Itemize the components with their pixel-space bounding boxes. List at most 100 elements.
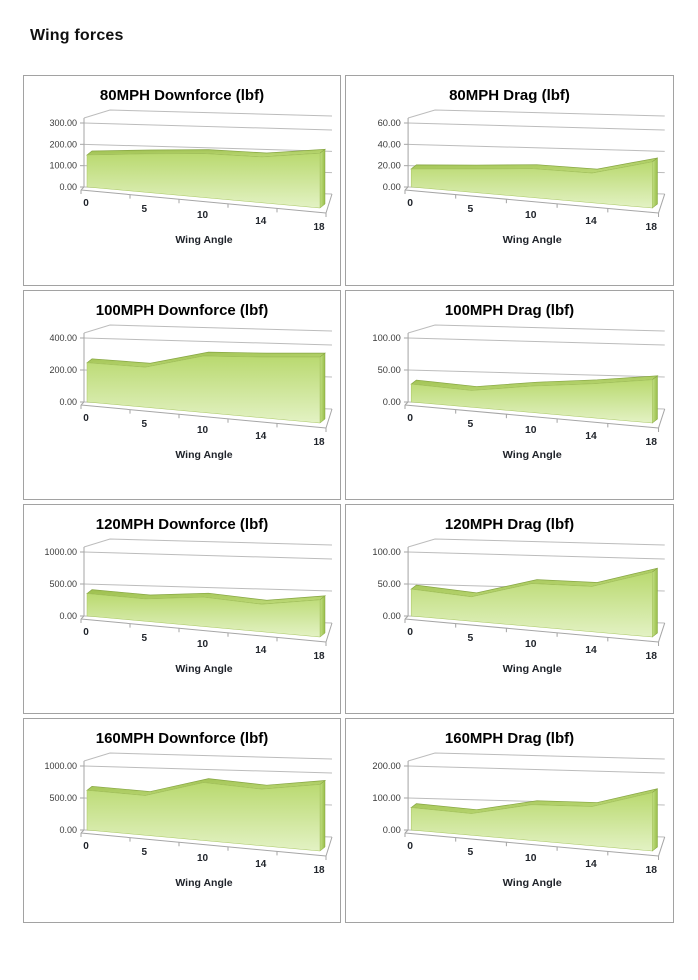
chart-card-1: 80MPH Drag (lbf) 0.00 20.00 40.00 60.00 0 5 10…: [345, 75, 674, 286]
area-front-face: [410, 571, 653, 638]
y-tick-label: 40.00: [378, 139, 401, 149]
x-tick-label: 18: [646, 437, 658, 448]
area-side-face: [319, 779, 326, 852]
x-tick-label: 0: [83, 841, 89, 852]
x-tick-label: 0: [407, 627, 413, 638]
wall-top-edge: [83, 752, 333, 762]
y-tick-label: 100.00: [372, 793, 400, 803]
y-tick-label: 1000.00: [44, 761, 77, 771]
floor-left-edge: [80, 186, 85, 191]
floor-right-edge: [325, 408, 333, 429]
x-tick-label: 0: [407, 413, 413, 424]
floor-front-edge: [404, 189, 659, 214]
wall-top-edge: [83, 109, 333, 119]
y-tick-label: 200.00: [49, 139, 77, 149]
y-tick-label: 100.00: [372, 547, 400, 557]
y-tick-label: 300.00: [49, 118, 77, 128]
x-tick-label: 5: [468, 633, 474, 644]
y-tick-label: 0.00: [383, 397, 401, 407]
y-tick-label: 1000.00: [44, 547, 77, 557]
area-chart-plot: 0.00 500.00 1000.00 0 5 10 14 18 Wing Angle: [44, 752, 333, 889]
x-axis-title: Wing Angle: [175, 877, 232, 889]
area-chart-plot: 0.00 50.00 100.00 0 5 10 14 18 Wing Angle: [372, 324, 666, 461]
x-tick-label: 14: [255, 216, 267, 227]
gridline: [408, 551, 665, 560]
wall-top-edge: [407, 752, 665, 762]
gridline: [408, 765, 665, 774]
gridline: [83, 551, 333, 560]
y-tick-label: 60.00: [378, 118, 401, 128]
floor-front-edge: [80, 404, 327, 429]
x-tick-label: 14: [585, 859, 597, 870]
y-tick-label: 0.00: [383, 182, 401, 192]
x-tick-label: 10: [197, 210, 209, 221]
area-chart-plot: 0.00 100.00 200.00 0 5 10 14 18 Wing Angle: [372, 752, 666, 889]
gridline: [408, 337, 665, 346]
x-tick-label: 5: [141, 847, 147, 858]
x-tick-label: 0: [83, 627, 89, 638]
wall-top-edge: [407, 324, 665, 334]
chart-card-4: 120MPH Downforce (lbf) 0.00 500.00 1000.00…: [23, 504, 341, 714]
y-tick-label: 0.00: [383, 825, 401, 835]
x-axis-title: Wing Angle: [503, 877, 562, 889]
gridline: [83, 122, 333, 131]
x-tick-label: 14: [255, 645, 267, 656]
x-axis-title: Wing Angle: [175, 663, 232, 675]
x-tick-label: 5: [468, 847, 474, 858]
x-tick-label: 10: [525, 639, 537, 650]
chart-title: 100MPH Drag (lbf): [444, 302, 575, 319]
floor-front-edge: [80, 832, 327, 857]
area-side-face: [652, 788, 658, 852]
y-tick-label: 0.00: [59, 825, 77, 835]
x-tick-label: 5: [141, 204, 147, 215]
x-tick-label: 18: [313, 437, 325, 448]
area-side-face: [319, 352, 326, 424]
floor-right-edge: [658, 836, 666, 857]
floor-front-edge: [404, 618, 659, 643]
area-side-face: [319, 148, 326, 209]
x-tick-label: 18: [646, 222, 658, 233]
gridline: [83, 143, 333, 152]
floor-right-edge: [325, 622, 333, 643]
x-tick-label: 5: [141, 419, 147, 430]
x-axis-title: Wing Angle: [503, 663, 562, 675]
area-side-face: [652, 567, 658, 638]
chart-title: 100MPH Downforce (lbf): [95, 302, 269, 319]
floor-front-edge: [80, 618, 327, 643]
y-tick-label: 500.00: [49, 793, 77, 803]
floor-front-edge: [404, 404, 659, 429]
x-tick-label: 14: [255, 431, 267, 442]
floor-right-edge: [325, 836, 333, 857]
floor-left-edge: [404, 401, 409, 406]
area-front-face: [86, 782, 321, 852]
x-tick-label: 0: [83, 198, 89, 209]
x-tick-label: 5: [141, 633, 147, 644]
x-tick-label: 18: [313, 222, 325, 233]
area-chart-plot: 0.00 500.00 1000.00 0 5 10 14 18 Wing Angle: [44, 538, 333, 675]
x-tick-label: 10: [525, 210, 537, 221]
x-axis-title: Wing Angle: [175, 449, 232, 461]
area-side-face: [652, 375, 658, 424]
y-tick-label: 500.00: [49, 579, 77, 589]
y-tick-label: 0.00: [59, 182, 77, 192]
area-chart-plot: 0.00 200.00 400.00 0 5 10 14 18 Wing Angle: [49, 324, 333, 461]
floor-left-edge: [80, 615, 85, 620]
floor-left-edge: [404, 186, 409, 191]
floor-left-edge: [404, 615, 409, 620]
x-tick-label: 14: [255, 859, 267, 870]
y-tick-label: 200.00: [49, 365, 77, 375]
x-tick-label: 10: [197, 853, 209, 864]
y-tick-label: 100.00: [49, 161, 77, 171]
chart-card-6: 160MPH Downforce (lbf) 0.00 500.00 1000.00…: [23, 718, 341, 923]
chart-title: 80MPH Downforce (lbf): [99, 87, 265, 104]
chart-title: 80MPH Drag (lbf): [449, 87, 570, 104]
x-tick-label: 5: [468, 204, 474, 215]
floor-front-edge: [404, 832, 659, 857]
x-tick-label: 10: [197, 639, 209, 650]
chart-title: 160MPH Drag (lbf): [444, 730, 575, 747]
x-tick-label: 18: [646, 651, 658, 662]
y-tick-label: 0.00: [59, 611, 77, 621]
gridline: [83, 583, 333, 592]
area-chart-plot: 0.00 100.00 200.00 300.00 0 5 10 14 18 Wing Angle: [49, 109, 333, 246]
x-tick-label: 5: [468, 419, 474, 430]
